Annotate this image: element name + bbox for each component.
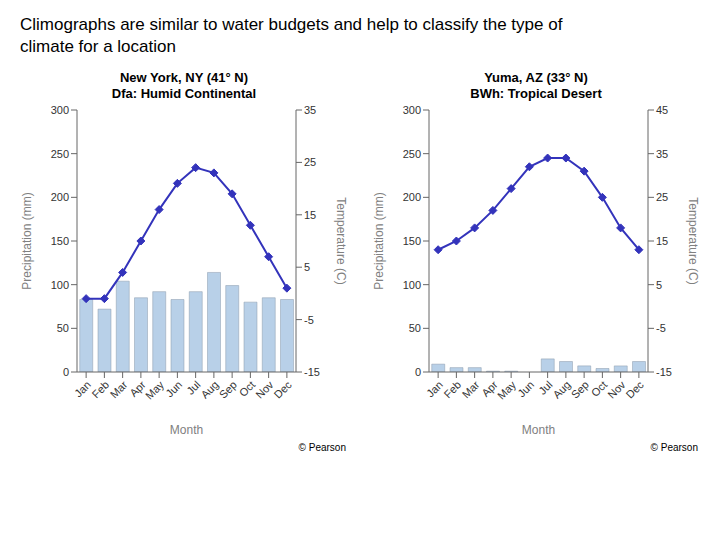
svg-text:Month: Month [522, 423, 555, 437]
svg-text:Mar: Mar [108, 378, 130, 400]
html-text:© Pearson: © Pearson [650, 442, 698, 453]
svg-text:Apr: Apr [127, 378, 148, 399]
svg-text:5: 5 [304, 261, 310, 273]
svg-text:Precipitation (mm): Precipitation (mm) [372, 192, 386, 289]
svg-text:250: 250 [51, 148, 69, 160]
svg-text:35: 35 [656, 148, 668, 160]
svg-text:15: 15 [304, 209, 316, 221]
svg-text:300: 300 [403, 104, 421, 116]
svg-text:15: 15 [656, 235, 668, 247]
svg-text:Jul: Jul [184, 378, 203, 397]
svg-text:Oct: Oct [237, 378, 258, 399]
svg-text:100: 100 [403, 279, 421, 291]
svg-text:-15: -15 [304, 366, 320, 378]
svg-text:Aug: Aug [550, 378, 572, 400]
svg-text:Dec: Dec [623, 378, 646, 401]
svg-text:Nov: Nov [253, 378, 276, 401]
svg-text:Jun: Jun [163, 378, 184, 399]
svg-text:50: 50 [57, 322, 69, 334]
svg-text:100: 100 [51, 279, 69, 291]
svg-text:Dec: Dec [271, 378, 294, 401]
svg-text:150: 150 [51, 235, 69, 247]
html-text:New York, NY (41° N): New York, NY (41° N) [120, 70, 248, 85]
svg-text:5: 5 [656, 279, 662, 291]
svg-text:Jan: Jan [72, 378, 93, 399]
svg-text:May: May [495, 378, 519, 402]
html-text:© Pearson: © Pearson [298, 442, 346, 453]
svg-text:250: 250 [403, 148, 421, 160]
svg-text:Oct: Oct [589, 378, 610, 399]
svg-text:Mar: Mar [460, 378, 482, 400]
svg-text:45: 45 [656, 104, 668, 116]
svg-text:25: 25 [304, 156, 316, 168]
svg-text:Month: Month [170, 423, 203, 437]
svg-text:Jul: Jul [536, 378, 555, 397]
html-text:Yuma, AZ (33° N): Yuma, AZ (33° N) [484, 70, 588, 85]
svg-text:Nov: Nov [605, 378, 628, 401]
svg-text:Temperature (C): Temperature (C) [686, 197, 700, 284]
svg-text:35: 35 [304, 104, 316, 116]
svg-text:Jan: Jan [424, 378, 445, 399]
svg-text:Precipitation (mm): Precipitation (mm) [20, 192, 34, 289]
svg-text:Feb: Feb [89, 378, 111, 400]
svg-text:Aug: Aug [198, 378, 220, 400]
svg-text:-15: -15 [656, 366, 672, 378]
html-text:Climographs are similar to wat: Climographs are similar to water budgets… [20, 15, 563, 56]
svg-text:300: 300 [51, 104, 69, 116]
svg-text:-5: -5 [656, 322, 666, 334]
svg-text:25: 25 [656, 191, 668, 203]
svg-text:0: 0 [415, 366, 421, 378]
svg-text:Apr: Apr [479, 378, 500, 399]
html-text:Dfa: Humid Continental: Dfa: Humid Continental [111, 86, 257, 101]
svg-text:0: 0 [63, 366, 69, 378]
svg-text:200: 200 [403, 191, 421, 203]
svg-text:May: May [143, 378, 167, 402]
svg-text:200: 200 [51, 191, 69, 203]
svg-text:Temperature (C): Temperature (C) [334, 197, 348, 284]
svg-text:Sep: Sep [569, 378, 591, 400]
svg-text:150: 150 [403, 235, 421, 247]
svg-text:Sep: Sep [217, 378, 239, 400]
svg-text:50: 50 [409, 322, 421, 334]
svg-text:-5: -5 [304, 314, 314, 326]
html-text:BWh: Tropical Desert: BWh: Tropical Desert [470, 86, 602, 101]
svg-text:Feb: Feb [441, 378, 463, 400]
svg-text:Jun: Jun [515, 378, 536, 399]
